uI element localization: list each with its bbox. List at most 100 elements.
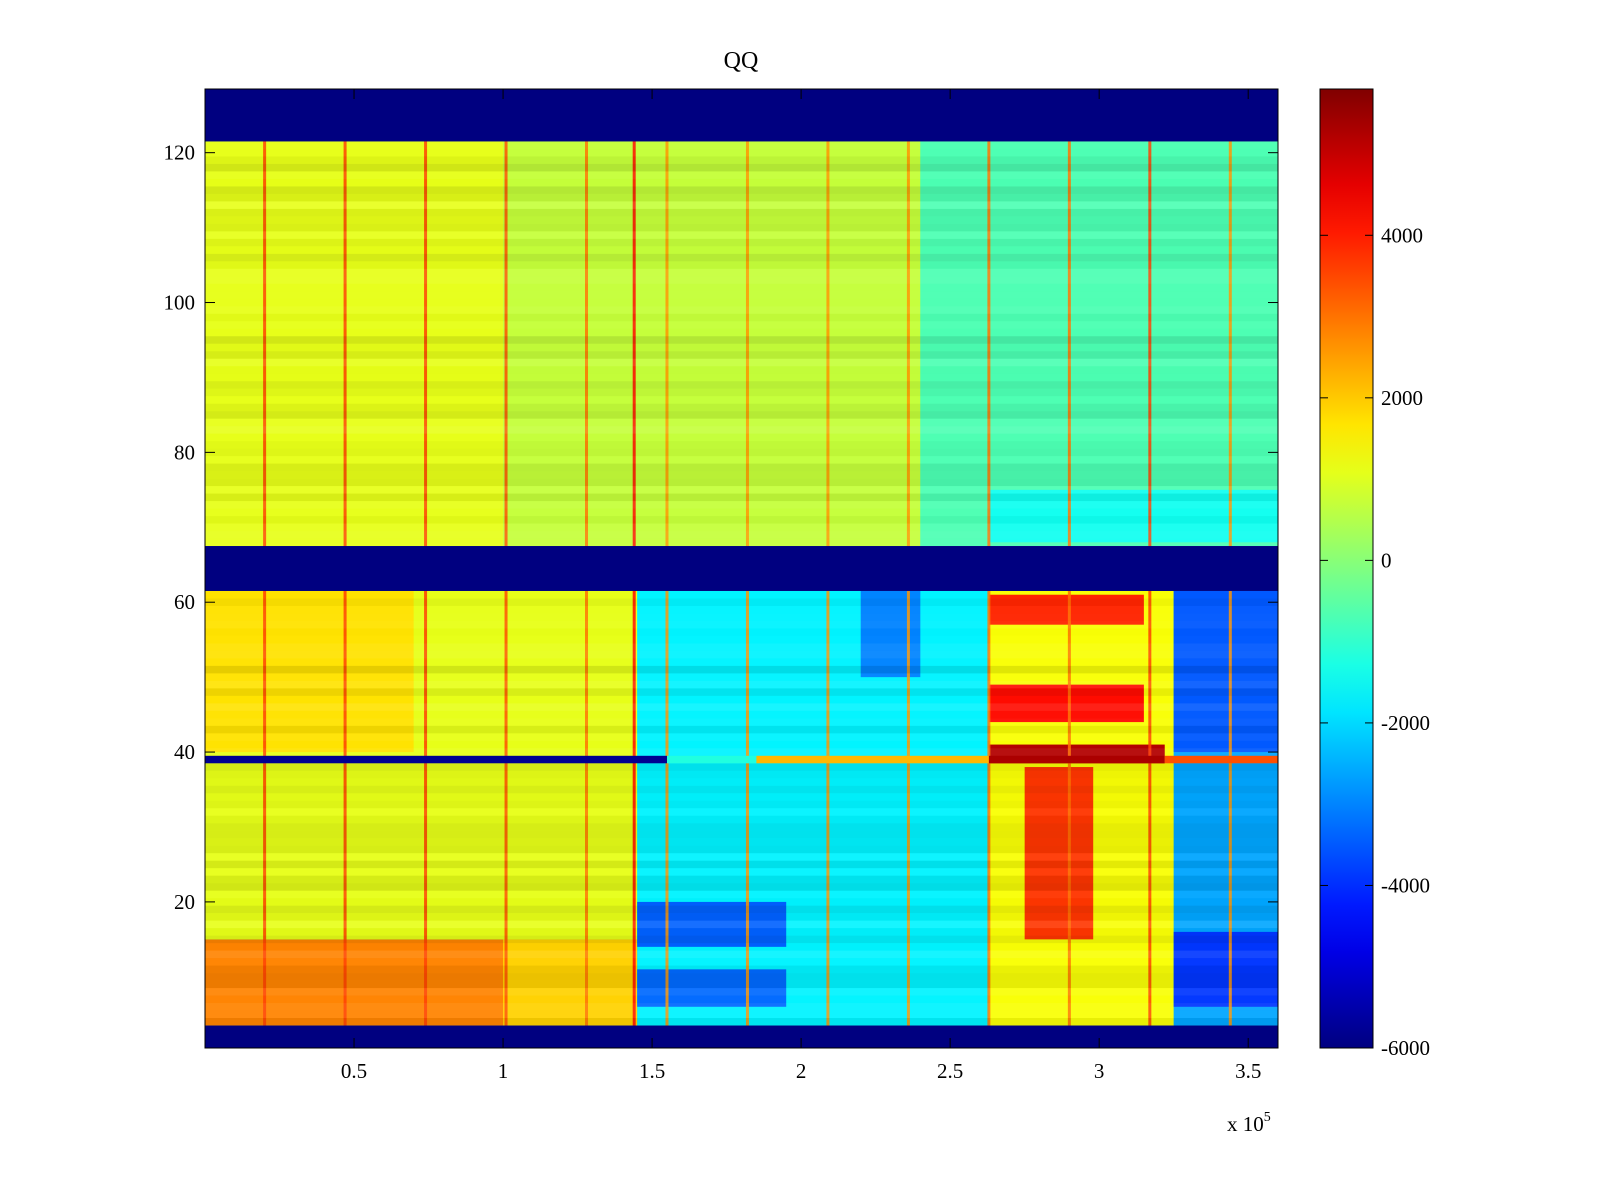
heatmap-row-band: [205, 366, 1278, 373]
heatmap-row-band: [205, 816, 1278, 823]
heatmap-masked-band: [205, 89, 1278, 142]
heatmap-row-band: [205, 141, 1278, 148]
heatmap-row-band: [205, 434, 1278, 441]
heatmap-row-band: [205, 673, 1278, 680]
colorbar-ticks: -6000 -4000 -2000 0 2000 4000: [1320, 223, 1430, 1060]
heatmap-row-band: [205, 860, 1278, 869]
heatmap-region: [988, 684, 1144, 723]
heatmap-row-band: [205, 186, 1278, 194]
heatmap-region: [1173, 590, 1278, 753]
heatmap-row-band: [205, 149, 1278, 156]
heatmap-row-band: [205, 613, 1278, 620]
heatmap-row-band: [205, 980, 1278, 989]
heatmap-row-band: [205, 486, 1278, 494]
heatmap-row-band: [205, 636, 1278, 643]
heatmap-row-band: [205, 800, 1278, 809]
heatmap-row-band: [205, 830, 1278, 839]
heatmap-row-band: [205, 643, 1278, 651]
x-tick-label: 2: [796, 1059, 807, 1083]
heatmap-region: [988, 594, 1144, 625]
heatmap-row-band: [205, 688, 1278, 696]
heatmap-row-band: [205, 793, 1278, 800]
heatmap-line-row-segment: [205, 755, 667, 764]
heatmap-row-band: [205, 389, 1278, 396]
heatmap-row-band: [205, 516, 1278, 523]
heatmap-row-band: [205, 598, 1278, 606]
colorbar: [1319, 88, 1374, 1049]
heatmap-row-band: [205, 838, 1278, 846]
colorbar-tick-label: -6000: [1381, 1036, 1430, 1060]
heatmap-row-band: [205, 179, 1278, 186]
x-tick-label: 3: [1094, 1059, 1105, 1083]
heatmap-row-band: [205, 403, 1278, 412]
heatmap-row-band: [205, 1010, 1278, 1019]
heatmap-region: [637, 969, 787, 1007]
heatmap-row-band: [205, 1003, 1278, 1011]
heatmap-row-band: [205, 808, 1278, 816]
heatmap-row-band: [205, 741, 1278, 748]
heatmap-row-band: [205, 374, 1278, 381]
heatmap-row-band: [205, 471, 1278, 479]
heatmap-row-band: [205, 988, 1278, 996]
heatmap-row-band: [205, 748, 1278, 756]
heatmap-row-band: [205, 711, 1278, 718]
heatmap-row-band: [205, 650, 1278, 659]
heatmap-row-band: [205, 523, 1278, 532]
heatmap-row-band: [205, 216, 1278, 224]
heatmap-row-band: [205, 329, 1278, 336]
heatmap-row-band: [205, 935, 1278, 944]
heatmap-region: [205, 590, 414, 753]
heatmap-row-band: [205, 268, 1278, 277]
y-tick-label: 120: [164, 141, 196, 165]
heatmap-row-band: [205, 253, 1278, 262]
heatmap-row-band: [205, 733, 1278, 741]
heatmap-region: [503, 939, 638, 1026]
heatmap-row-band: [205, 620, 1278, 629]
heatmap-row-band: [205, 441, 1278, 448]
heatmap-row-band: [205, 381, 1278, 389]
heatmap-row-band: [205, 853, 1278, 861]
heatmap-row-band: [205, 351, 1278, 359]
heatmap-region: [637, 590, 989, 1026]
heatmap-row-band: [205, 538, 1278, 547]
heatmap-row-band: [205, 531, 1278, 539]
x-exponent-base: x 10: [1227, 1112, 1264, 1136]
heatmap-region: [1173, 931, 1278, 1007]
heatmap-row-band: [205, 785, 1278, 794]
heatmap-row-band: [205, 238, 1278, 247]
x-tick-label: 0.5: [341, 1059, 367, 1083]
heatmap-line-row-segment: [666, 755, 757, 764]
heatmap-region: [920, 141, 1278, 547]
heatmap-cells: [205, 89, 1278, 1048]
heatmap-region: [637, 901, 787, 947]
heatmap-row-band: [205, 920, 1278, 929]
heatmap-row-band: [205, 718, 1278, 726]
heatmap-row-band: [205, 208, 1278, 217]
heatmap-row-band: [205, 665, 1278, 674]
heatmap-line-row-segment: [988, 755, 1165, 764]
x-tick-label: 3.5: [1235, 1059, 1261, 1083]
heatmap-region: [860, 590, 921, 678]
heatmap-row-band: [205, 913, 1278, 921]
heatmap-row-band: [205, 958, 1278, 965]
heatmap-row-band: [205, 418, 1278, 427]
heatmap-row-band: [205, 891, 1278, 898]
heatmap-row-band: [205, 501, 1278, 509]
heatmap-row-band: [205, 770, 1278, 779]
heatmap-row-band: [205, 928, 1278, 935]
heatmap-row-band: [205, 299, 1278, 306]
heatmap-row-band: [205, 478, 1278, 487]
y-axis-ticks: 20 40 60 80 100 120: [164, 141, 1278, 914]
x-exponent-power: 5: [1264, 1110, 1271, 1125]
heatmap-row-band: [205, 1018, 1278, 1026]
heatmap-line-row-segment: [1164, 755, 1278, 764]
heatmap-row-band: [205, 411, 1278, 419]
y-tick-label: 80: [174, 440, 195, 464]
heatmap-row-band: [205, 336, 1278, 344]
chart-title: QQ: [724, 48, 759, 74]
heatmap-row-band: [205, 426, 1278, 434]
heatmap-row-band: [205, 845, 1278, 854]
heatmap-row-band: [205, 396, 1278, 403]
axes-frame: [204, 88, 1279, 1049]
